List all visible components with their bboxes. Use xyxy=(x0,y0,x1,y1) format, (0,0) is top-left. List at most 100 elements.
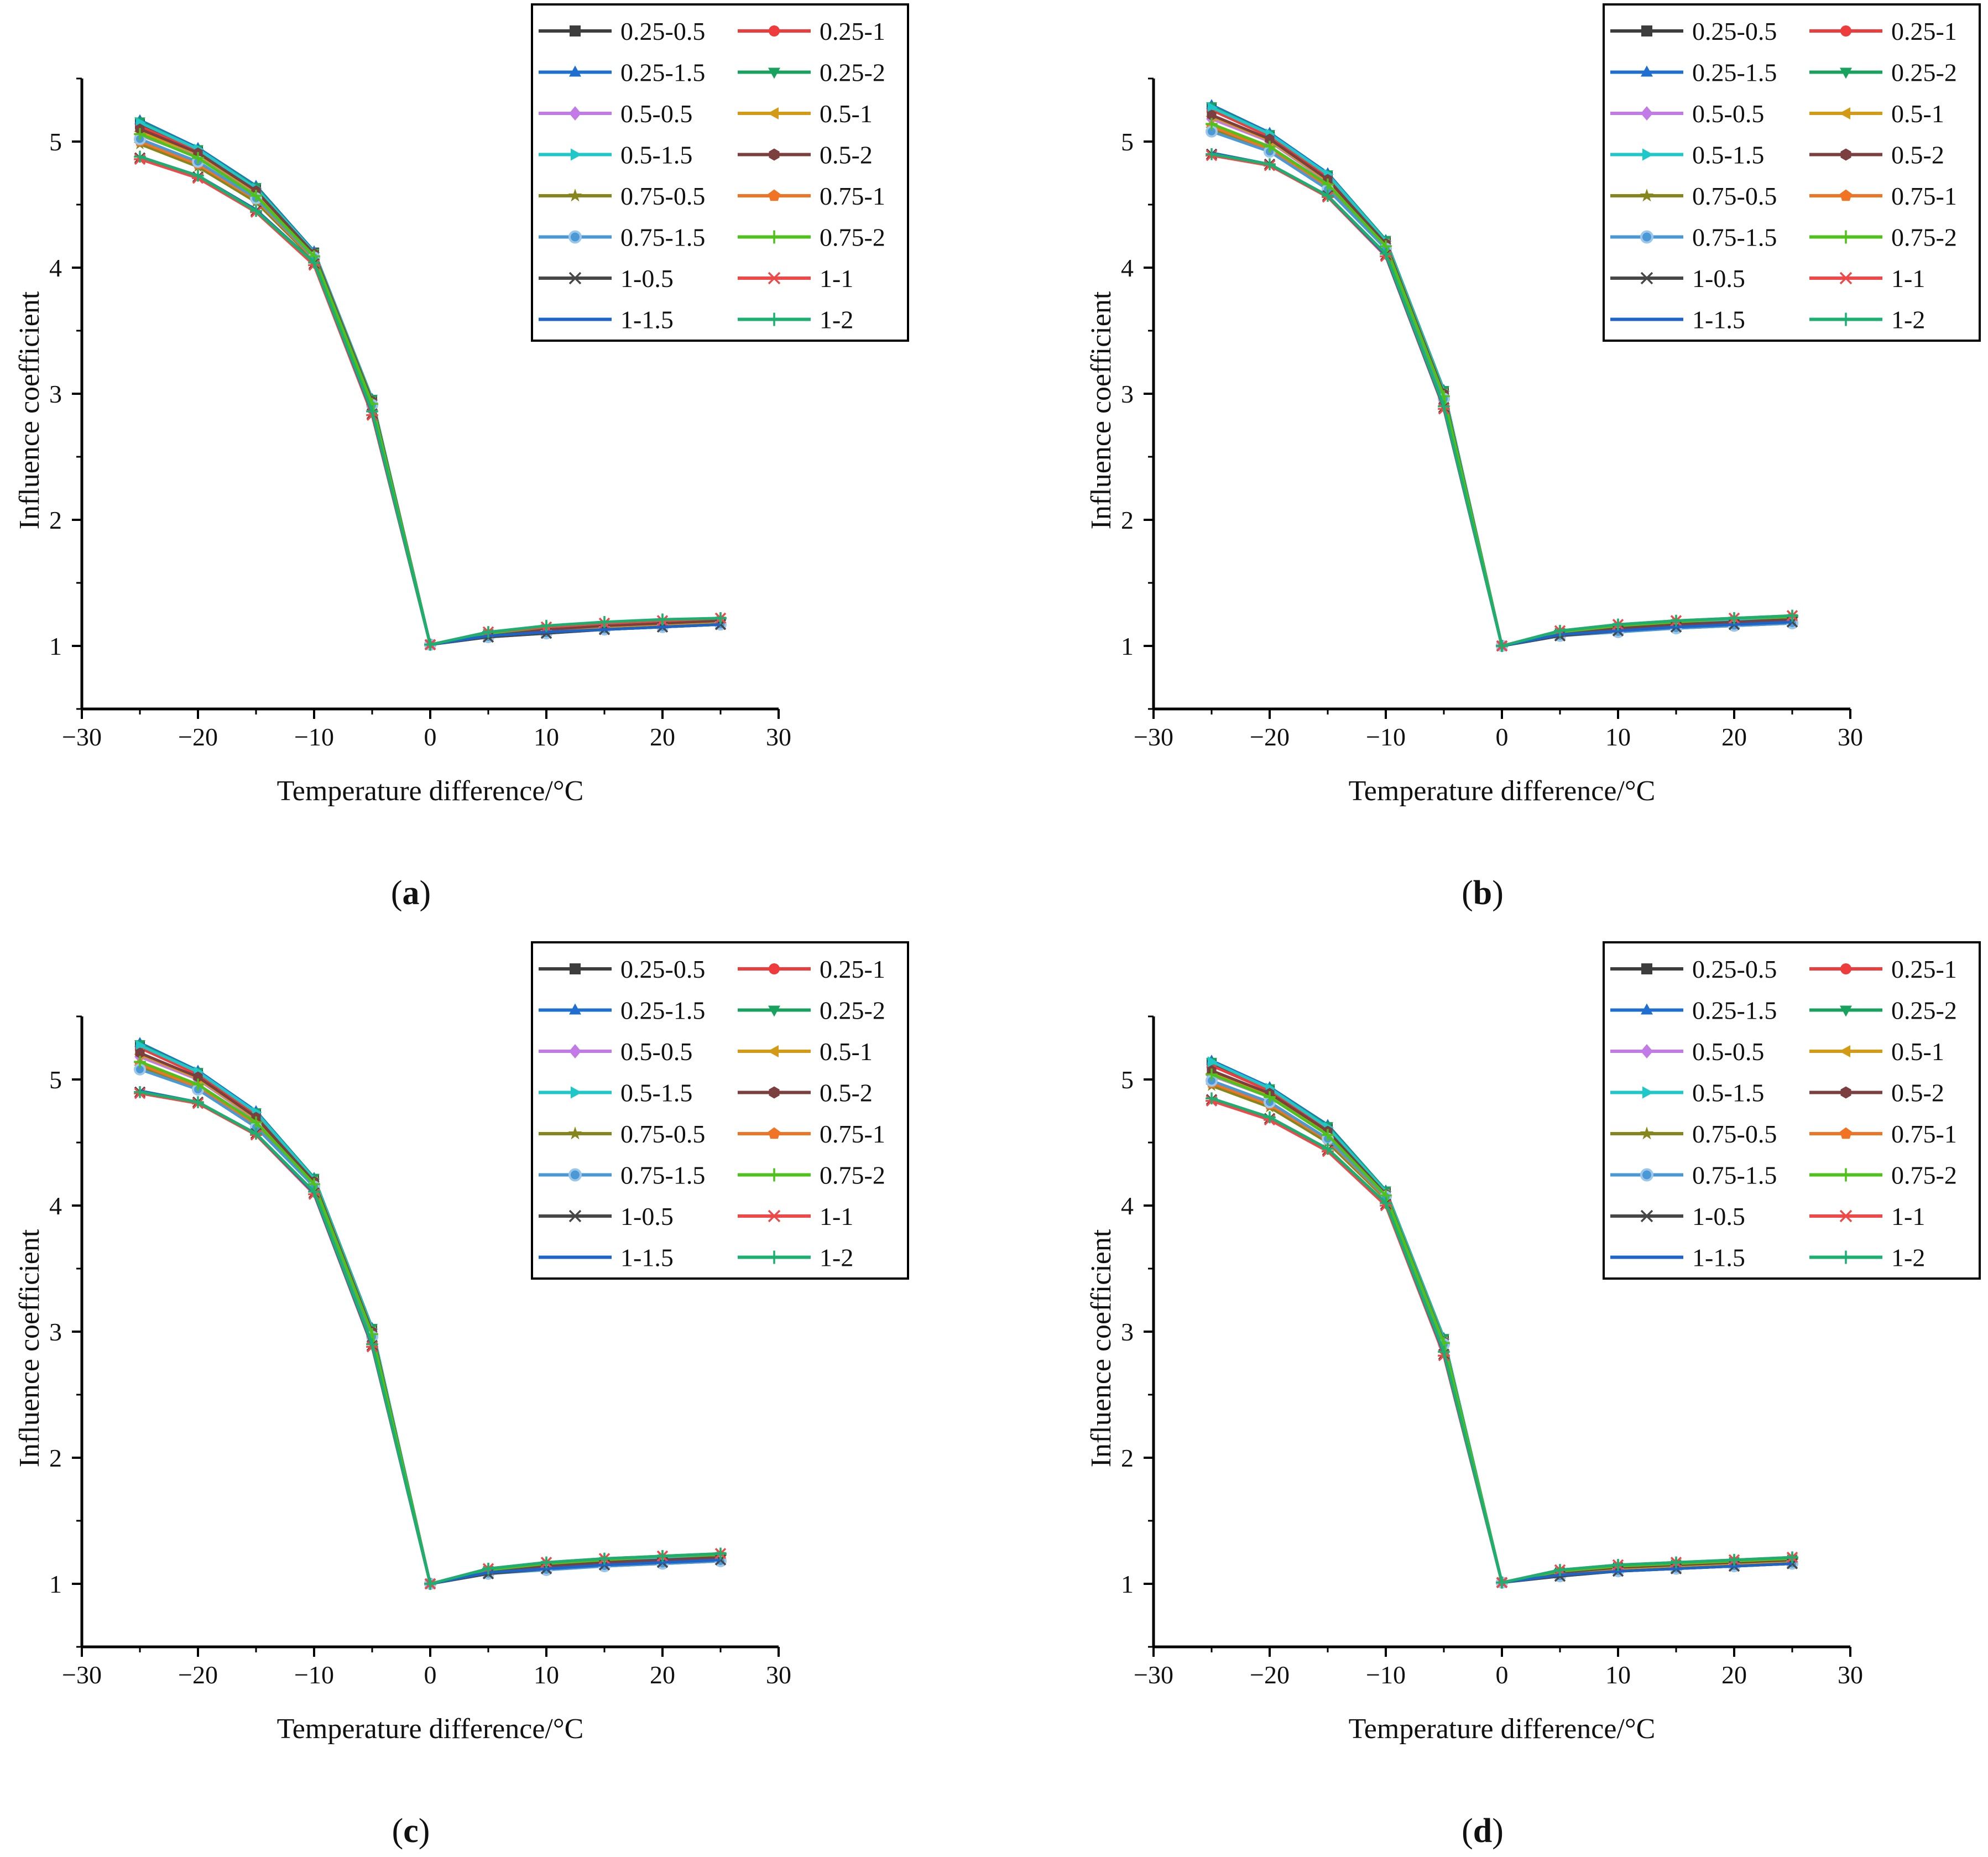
data-point-0p5-1p5 xyxy=(135,1040,146,1051)
legend-label-0p25-2: 0.25-2 xyxy=(1891,59,1957,87)
legend: 0.25-0.5 0.25-1 0.25-1.5 0.25-2 0.5-0.5 0.5-1… xyxy=(1603,941,1981,1280)
legend-label-0p5-2: 0.5-2 xyxy=(820,1079,873,1107)
legend-label-0p25-0p5: 0.25-0.5 xyxy=(1692,955,1777,983)
y-tick-label: 1 xyxy=(49,632,62,660)
chart-panel-b: −30 −20 −10 0 10 20 30 1 2 3 4 5 Temperature differe… xyxy=(1086,3,1981,912)
data-point-0p75-2 xyxy=(1264,1091,1276,1103)
caption-close-paren: ) xyxy=(420,874,431,912)
legend-marker-0p75-2 xyxy=(768,1168,781,1182)
data-point-0p75-2 xyxy=(1206,118,1218,130)
legend-label-0p5-1: 0.5-1 xyxy=(820,1037,873,1066)
legend-label-0p25-1: 0.25-1 xyxy=(820,17,885,45)
y-tick-label: 4 xyxy=(1121,1192,1134,1220)
data-point-1-2 xyxy=(1264,158,1276,170)
data-point-1-2 xyxy=(250,205,262,217)
x-tick-label: −20 xyxy=(1250,723,1290,751)
legend-label-0p5-1: 0.5-1 xyxy=(1891,100,1944,128)
data-point-0p75-2 xyxy=(1206,1068,1218,1081)
x-tick-label: 20 xyxy=(650,1661,675,1689)
x-tick-label: −10 xyxy=(1366,1661,1406,1689)
x-tick-label: 20 xyxy=(650,723,675,751)
data-point-1-2 xyxy=(308,257,320,269)
data-point-0p75-2 xyxy=(134,1056,146,1068)
legend-marker-0p75-1p5 xyxy=(568,1168,582,1182)
legend-marker-0p75-1p5 xyxy=(1640,230,1653,244)
data-point-1-2 xyxy=(1496,1576,1508,1589)
x-tick-label: 10 xyxy=(534,723,559,751)
y-axis-title: Influence coefficient xyxy=(1086,1229,1117,1467)
legend-label-0p75-2: 0.75-2 xyxy=(1891,1161,1957,1190)
y-tick-label: 2 xyxy=(1121,1444,1134,1472)
legend-marker-1-1 xyxy=(1839,272,1853,285)
panel-caption: (d) xyxy=(1462,1812,1504,1850)
data-point-1-2 xyxy=(598,1552,611,1565)
data-point-1-2 xyxy=(714,612,727,624)
y-tick-label: 5 xyxy=(1121,128,1134,156)
caption-close-paren: ) xyxy=(419,1812,430,1850)
legend-label-0p5-0p5: 0.5-0.5 xyxy=(620,100,692,128)
legend-marker-0p25-1 xyxy=(769,963,780,974)
legend-marker-1-2 xyxy=(768,312,781,326)
legend-label-1-1: 1-1 xyxy=(1891,1202,1925,1230)
x-tick-label: 0 xyxy=(424,1661,437,1689)
data-point-1-2 xyxy=(482,626,494,638)
caption-letter: c xyxy=(403,1812,419,1850)
chart-panel-c: −30 −20 −10 0 10 20 30 1 2 3 4 5 Temperature differe… xyxy=(14,941,909,1850)
legend-label-0p75-1: 0.75-1 xyxy=(820,182,885,210)
legend-label-0p75-1p5: 0.75-1.5 xyxy=(620,1161,705,1190)
data-point-1-2 xyxy=(1380,1197,1392,1209)
y-axis-title: Influence coefficient xyxy=(14,291,45,529)
y-tick-label: 3 xyxy=(1121,380,1134,408)
x-tick-label: −30 xyxy=(1134,1661,1173,1689)
x-tick-label: 30 xyxy=(766,723,791,751)
legend-label-0p75-0p5: 0.75-0.5 xyxy=(1692,1120,1777,1148)
y-tick-label: 3 xyxy=(1121,1318,1134,1346)
legend-marker-0p75-1 xyxy=(768,189,780,201)
x-axis-title: Temperature difference/°C xyxy=(1349,1713,1656,1745)
legend-box xyxy=(1603,3,1981,342)
x-tick-label: 30 xyxy=(1838,1661,1863,1689)
legend-box xyxy=(531,941,909,1280)
panel-caption: (a) xyxy=(391,874,431,912)
legend-marker-0p25-1p5 xyxy=(569,65,581,77)
data-point-1-2 xyxy=(424,638,436,651)
caption-open-paren: ( xyxy=(391,874,403,912)
y-tick-label: 4 xyxy=(49,1192,62,1220)
caption-letter: d xyxy=(1473,1812,1492,1850)
y-tick-label: 3 xyxy=(49,1318,62,1346)
x-tick-label: 30 xyxy=(1838,723,1863,751)
caption-letter: b xyxy=(1473,874,1492,912)
x-tick-label: −30 xyxy=(62,723,102,751)
legend-label-1-1p5: 1-1.5 xyxy=(1692,1244,1745,1272)
legend-label-0p5-2: 0.5-2 xyxy=(820,141,873,169)
legend-marker-0p25-2 xyxy=(768,1005,780,1017)
y-tick-label: 2 xyxy=(1121,506,1134,534)
panel-caption: (b) xyxy=(1462,874,1504,912)
legend-marker-0p5-0p5 xyxy=(1641,106,1653,121)
y-tick-label: 5 xyxy=(1121,1066,1134,1094)
legend-label-0p75-1p5: 0.75-1.5 xyxy=(620,223,705,252)
legend-marker-0p25-1 xyxy=(1840,963,1851,974)
legend-marker-0p25-0p5 xyxy=(570,963,581,974)
y-tick-label: 1 xyxy=(1121,1570,1134,1598)
data-point-0p75-2 xyxy=(192,1078,204,1091)
legend-label-0p25-0p5: 0.25-0.5 xyxy=(1692,17,1777,45)
data-point-1-2 xyxy=(656,613,669,625)
legend-marker-0p75-0p5 xyxy=(1640,1126,1654,1140)
legend-label-1-0p5: 1-0.5 xyxy=(620,1202,674,1230)
legend-marker-0p5-1p5 xyxy=(1642,148,1653,161)
legend-marker-0p75-0p5 xyxy=(1640,189,1654,202)
series-group xyxy=(133,114,727,651)
x-tick-label: −10 xyxy=(294,723,334,751)
legend-label-0p25-1: 0.25-1 xyxy=(820,955,885,983)
legend-label-0p75-0p5: 0.75-0.5 xyxy=(1692,182,1777,210)
data-point-0p75-2 xyxy=(1264,140,1276,153)
data-point-0p75-2 xyxy=(192,152,204,164)
data-point-0p75-2 xyxy=(134,128,146,140)
legend-marker-1-0p5 xyxy=(568,272,582,285)
legend-marker-1-0p5 xyxy=(1640,272,1653,285)
legend-marker-0p25-1p5 xyxy=(1641,1003,1653,1015)
legend-label-1-0p5: 1-0.5 xyxy=(620,264,674,293)
x-tick-label: 0 xyxy=(424,723,437,751)
legend-label-1-0p5: 1-0.5 xyxy=(1692,264,1745,293)
